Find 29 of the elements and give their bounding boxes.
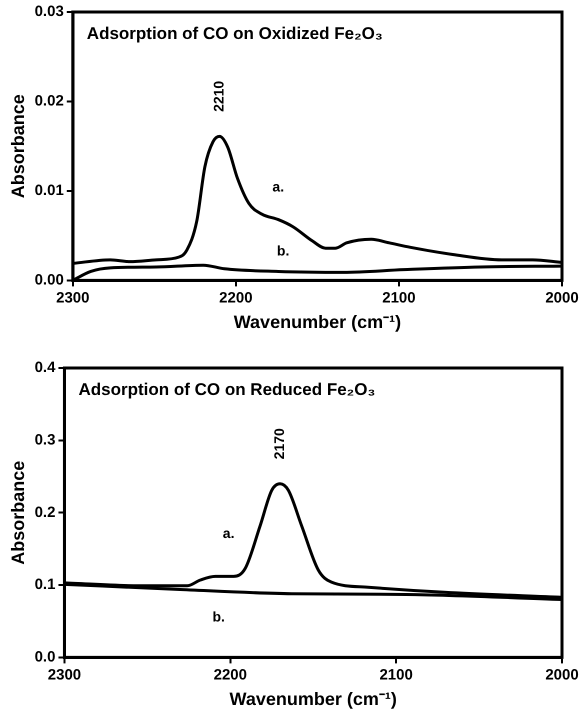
series-label: a. xyxy=(222,525,234,542)
annotation: 2170 xyxy=(270,428,287,460)
series-label: b. xyxy=(212,608,225,624)
y-axis-title: Absorbance xyxy=(8,94,28,198)
y-tick-label: 0.2 xyxy=(34,504,56,521)
x-tick-label: 2100 xyxy=(379,666,413,684)
x-tick-label: 2300 xyxy=(56,290,90,307)
x-tick-label: 2000 xyxy=(545,666,579,684)
y-tick-label: 0.3 xyxy=(34,431,56,448)
x-tick-label: 2100 xyxy=(382,290,416,307)
x-tick-label: 2000 xyxy=(545,290,579,307)
series-label: b. xyxy=(276,242,290,258)
x-tick-label: 2200 xyxy=(214,666,247,684)
y-tick-label: 0.0 xyxy=(34,648,56,666)
y-tick-label: 0.02 xyxy=(34,92,64,110)
y-tick-label: 0.01 xyxy=(34,182,64,200)
x-axis-title: Wavenumber (cm⁻¹) xyxy=(230,689,397,710)
y-tick-label: 0.4 xyxy=(34,359,56,376)
text: Adsorption of CO on Reduced Fe₂O₃ xyxy=(78,380,376,400)
x-tick-label: 2300 xyxy=(48,666,82,684)
y-tick-label: 0.03 xyxy=(34,3,64,20)
x-axis-title: Wavenumber (cm⁻¹) xyxy=(234,312,402,332)
series-label: a. xyxy=(272,178,284,194)
annotation: 2210 xyxy=(210,80,226,112)
x-tick-label: 2200 xyxy=(219,290,253,307)
y-tick-label: 0.1 xyxy=(34,576,56,594)
text: Adsorption of CO on Oxidized Fe₂O₃ xyxy=(86,24,383,44)
y-tick-label: 0.00 xyxy=(34,272,64,289)
y-axis-title: Absorbance xyxy=(8,460,28,565)
